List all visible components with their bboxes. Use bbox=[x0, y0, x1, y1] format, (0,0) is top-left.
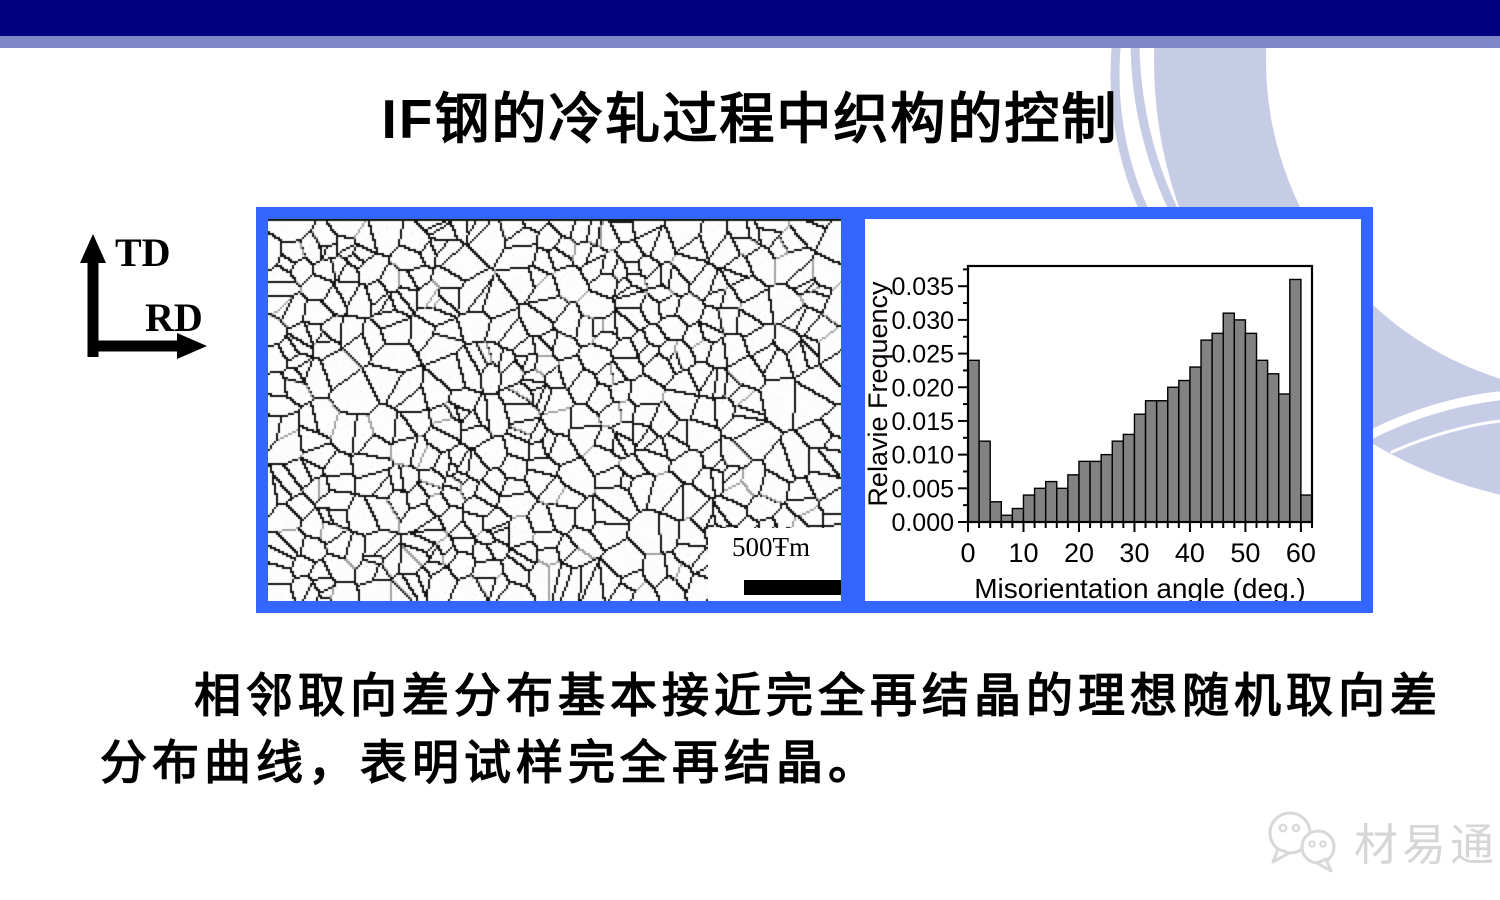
misorientation-chart: 0.000 0.005 0.010 0.015 0.020 0.025 0.030 0.035… bbox=[865, 264, 1316, 601]
sample-axes-indicator: TD RD bbox=[80, 230, 207, 359]
svg-text:0.020: 0.020 bbox=[891, 374, 954, 402]
svg-text:0.030: 0.030 bbox=[891, 307, 954, 335]
header-accent-band bbox=[0, 36, 1500, 48]
y-axis-label: Relavie Frequency bbox=[865, 281, 893, 507]
svg-text:0.010: 0.010 bbox=[891, 442, 954, 470]
ring-swoosh-highlight-2 bbox=[1390, 419, 1500, 454]
figure-frame: 500Ŧm 0.000 0.005 0.010 0.015 0.020 0.025 0.03… bbox=[256, 207, 1373, 613]
svg-text:0.025: 0.025 bbox=[891, 341, 954, 369]
td-label: TD bbox=[115, 230, 171, 275]
svg-text:0.015: 0.015 bbox=[891, 408, 954, 436]
page-title: IF钢的冷轧过程中织构的控制 bbox=[381, 88, 1119, 150]
x-axis-label: Misorientation angle (deg.) bbox=[974, 573, 1306, 601]
wechat-bubbles-icon bbox=[1268, 811, 1336, 873]
rd-arrowhead-icon bbox=[177, 333, 207, 359]
caption-text: 相邻取向差分布基本接近完全再结晶的理想随机取向差分布曲线，表明试样完全再结晶。 bbox=[100, 671, 1442, 790]
scale-bar-label: 500Ŧm bbox=[732, 532, 810, 562]
svg-text:30: 30 bbox=[1119, 538, 1149, 568]
svg-text:0.000: 0.000 bbox=[891, 509, 954, 537]
svg-text:50: 50 bbox=[1230, 538, 1260, 568]
svg-text:0.005: 0.005 bbox=[891, 475, 954, 503]
svg-text:40: 40 bbox=[1175, 538, 1205, 568]
header-bar bbox=[0, 0, 1500, 36]
misorientation-chart-panel: 0.000 0.005 0.010 0.015 0.020 0.025 0.030 0.035… bbox=[865, 219, 1361, 601]
svg-text:60: 60 bbox=[1286, 538, 1316, 568]
rd-label: RD bbox=[145, 295, 203, 340]
thick-ring bbox=[1154, 0, 1500, 495]
grain-micrograph-panel: 500Ŧm bbox=[268, 219, 841, 601]
scale-bar bbox=[744, 580, 841, 595]
watermark-text: 材易通 bbox=[1354, 821, 1498, 870]
svg-text:20: 20 bbox=[1064, 538, 1094, 568]
svg-text:0: 0 bbox=[960, 538, 975, 568]
ring-swoosh-highlight bbox=[1367, 391, 1500, 439]
scale-bar-box: 500Ŧm bbox=[708, 528, 841, 601]
watermark: 材易通 bbox=[1262, 806, 1498, 876]
td-arrowhead-icon bbox=[80, 234, 106, 263]
svg-text:0.035: 0.035 bbox=[891, 273, 954, 301]
svg-text:10: 10 bbox=[1008, 538, 1038, 568]
